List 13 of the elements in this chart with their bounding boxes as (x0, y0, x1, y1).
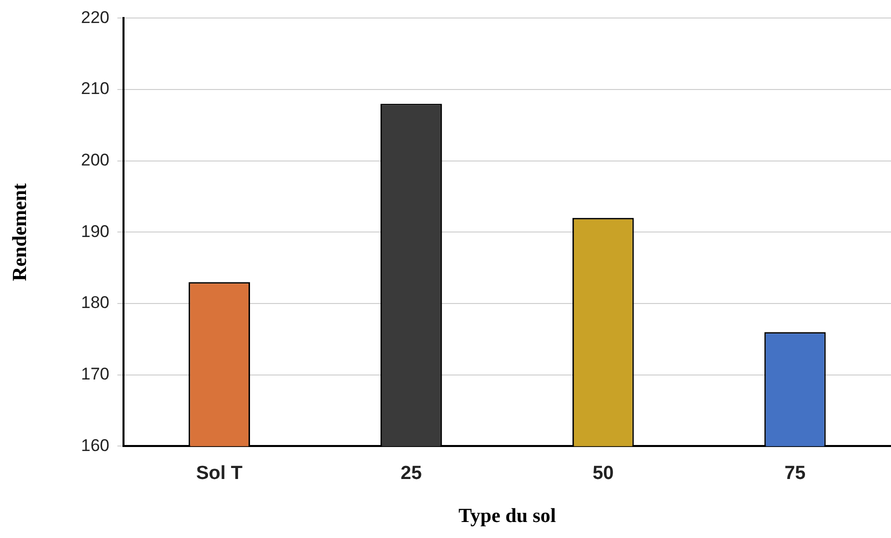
y-tick-label: 200 (80, 150, 110, 170)
x-tick-label: Sol T (196, 462, 243, 484)
y-tick-label: 180 (80, 293, 110, 312)
x-tick-label: 50 (592, 462, 614, 484)
y-tick-label: 190 (80, 222, 110, 241)
x-tick-label: 75 (784, 462, 806, 484)
y-tick-label: 170 (80, 364, 110, 384)
y-tick-label: 220 (80, 8, 110, 27)
y-tick-label: 160 (80, 436, 110, 455)
y-tick-label: 210 (80, 79, 110, 98)
y-axis-title: Rendement (9, 182, 32, 282)
x-tick-label: 25 (400, 462, 422, 484)
x-axis-title: Type du sol (458, 505, 556, 528)
